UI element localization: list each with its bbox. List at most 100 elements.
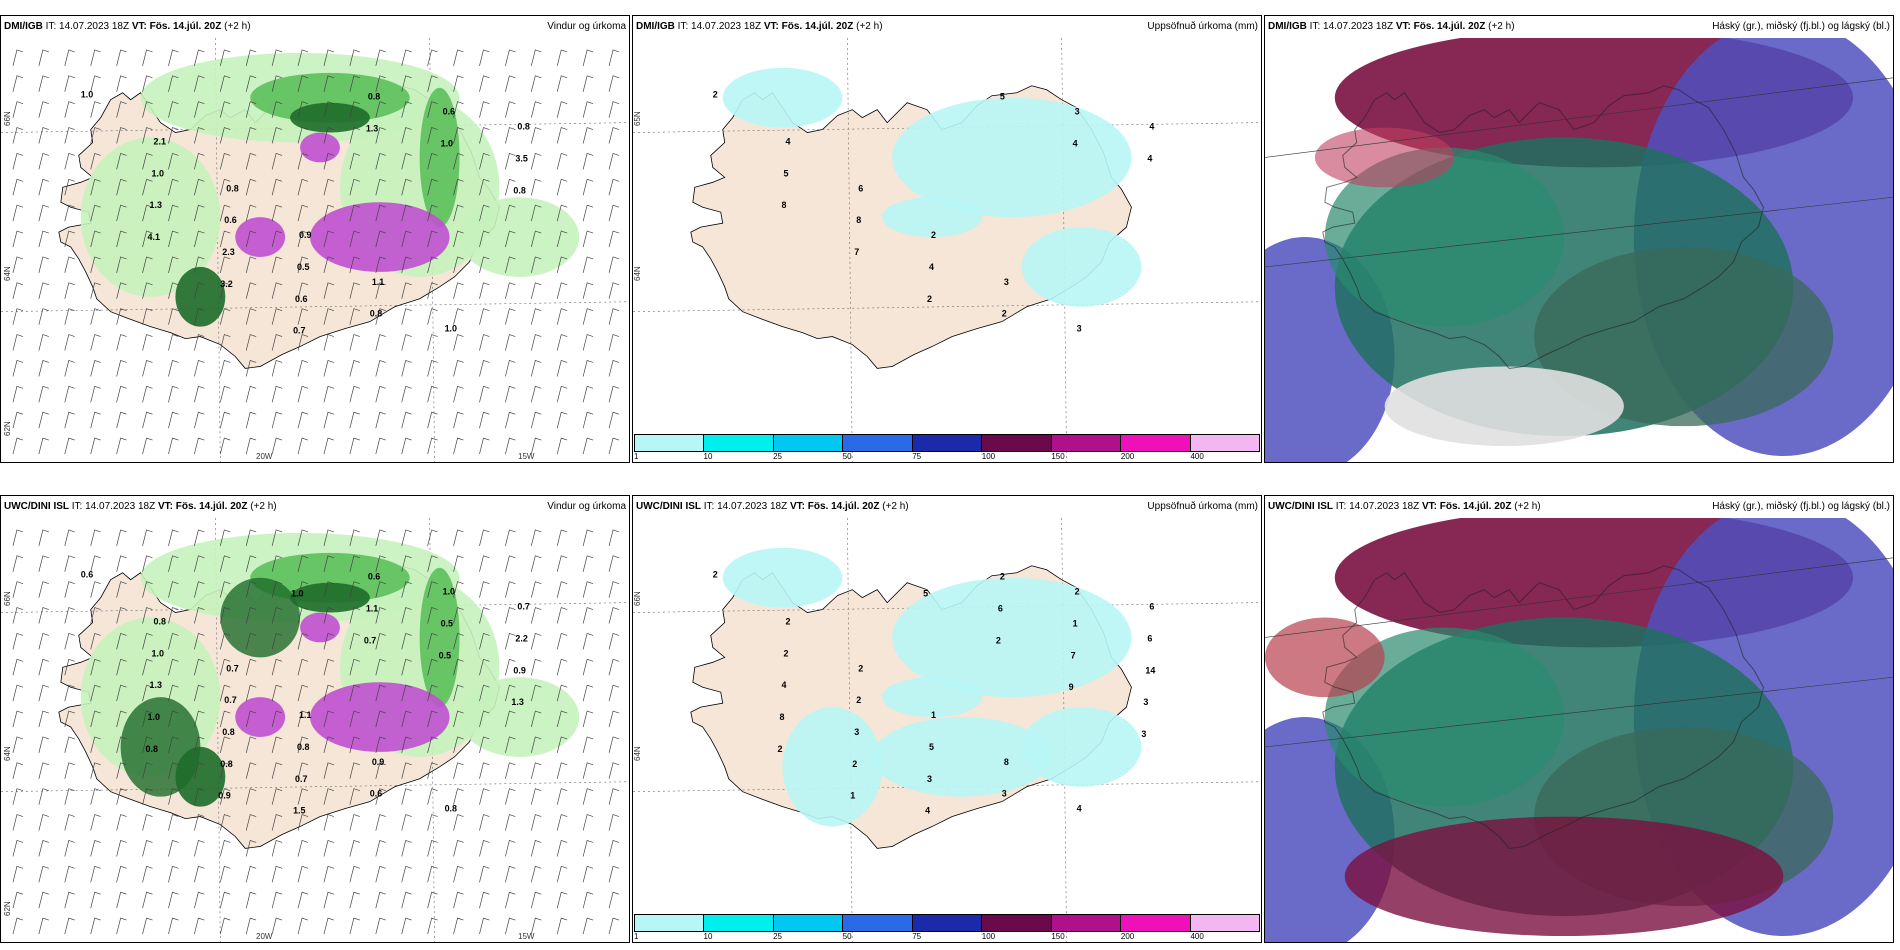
precip-area [120,697,201,797]
wind-barb [608,256,620,273]
wind-barb [375,385,386,403]
wind-barb [427,385,438,403]
wind-barb [168,75,179,92]
wind-barb [168,308,179,325]
precip-area [1021,707,1142,787]
wind-barb [427,75,438,92]
model-name: DMI/IGB [4,21,43,32]
wind-barb [479,360,490,377]
wind-barb [556,437,568,455]
value-label: 1.1 [366,604,378,614]
wind-barb [90,101,101,118]
wind-barb [194,607,205,624]
wind-barb [453,529,464,546]
wind-barb [297,762,309,779]
wind-barb [453,917,464,935]
wind-barb [349,891,360,909]
wind-barb [219,204,231,222]
value-label: 0.6 [81,570,93,580]
wind-barb [90,658,101,676]
wind-barb [219,607,231,624]
wind-barb [245,788,257,805]
wind-barb [479,840,490,857]
wind-barb [90,282,101,299]
init-time-value: 14.07.2023 18Z [59,21,130,32]
wind-barb [90,204,101,222]
wind-barb [505,153,516,170]
wind-barb [375,865,386,883]
wind-barb [349,49,360,66]
wind-barb [90,153,101,170]
wind-barb [12,230,24,248]
wind-barb [505,282,516,299]
wind-barb [297,256,309,273]
wind-barb [194,334,205,351]
wind-barb [142,385,153,403]
wind-barb [479,917,490,935]
wind-barb [219,385,231,403]
wind-barb [556,555,568,572]
value-label: 1.0 [443,587,455,597]
wind-barb [219,282,231,299]
lead-time: (+2 h) [856,21,883,32]
wind-barb [323,360,335,377]
value-label: 4 [1073,138,1078,148]
wind-barb [479,256,490,273]
wind-barb [64,814,75,831]
wind-barb [12,282,24,299]
wind-barb [245,658,257,676]
wind-barb [64,153,75,170]
wind-barb [479,710,490,728]
wind-barb [323,411,335,429]
wind-barb [479,101,490,118]
wind-barb [168,204,179,222]
wind-barb [64,684,75,702]
value-label: 2 [927,294,932,304]
wind-barb [245,710,257,728]
wind-barb [90,75,101,92]
wind-barb [142,437,153,455]
wind-barb [90,437,101,455]
wind-barb [245,814,257,831]
wind-barb [427,710,438,728]
value-label: 2.3 [222,247,234,257]
wind-barb [64,891,75,909]
wind-barb [582,204,594,222]
wind-barb [219,360,231,377]
wind-barb [297,360,309,377]
precip-area [882,197,982,238]
wind-barb [582,178,594,196]
precip-area [310,682,450,752]
wind-barb [401,865,412,883]
value-label: 3 [854,727,859,737]
wind-barb [142,788,153,805]
value-label: 4 [1149,122,1154,132]
wind-barb [401,49,412,66]
value-label: 0.6 [368,572,380,582]
value-label: 0.9 [372,757,384,767]
wind-barb [168,437,179,455]
value-label: 14 [1145,665,1155,675]
wind-barb [505,555,516,572]
wind-barb [12,437,24,455]
wind-barb [219,411,231,429]
init-time-value: 14.07.2023 18Z [717,501,788,512]
wind-barb [608,334,620,351]
wind-barb [142,581,153,598]
wind-barb [582,917,594,935]
wind-barb [12,153,24,170]
valid-time-label: VT: [131,21,147,32]
map-area: 2 2 2 1 8 4 6 2 2 5 3 2 6 4 3 3 2 1 14 8 2 4 6 7 3 2 1 5 2 9 3 [633,518,1261,942]
value-label: 0.8 [297,742,309,752]
wind-barb [453,684,464,702]
wind-barb [401,153,412,170]
precip-area [250,552,410,603]
wind-barb [323,153,335,170]
wind-barb [245,633,257,650]
wind-barb [427,101,438,118]
wind-barb [12,256,24,273]
wind-barb [479,178,490,196]
wind-barb [556,282,568,299]
wind-barb [479,529,490,546]
wind-barb [427,736,438,753]
